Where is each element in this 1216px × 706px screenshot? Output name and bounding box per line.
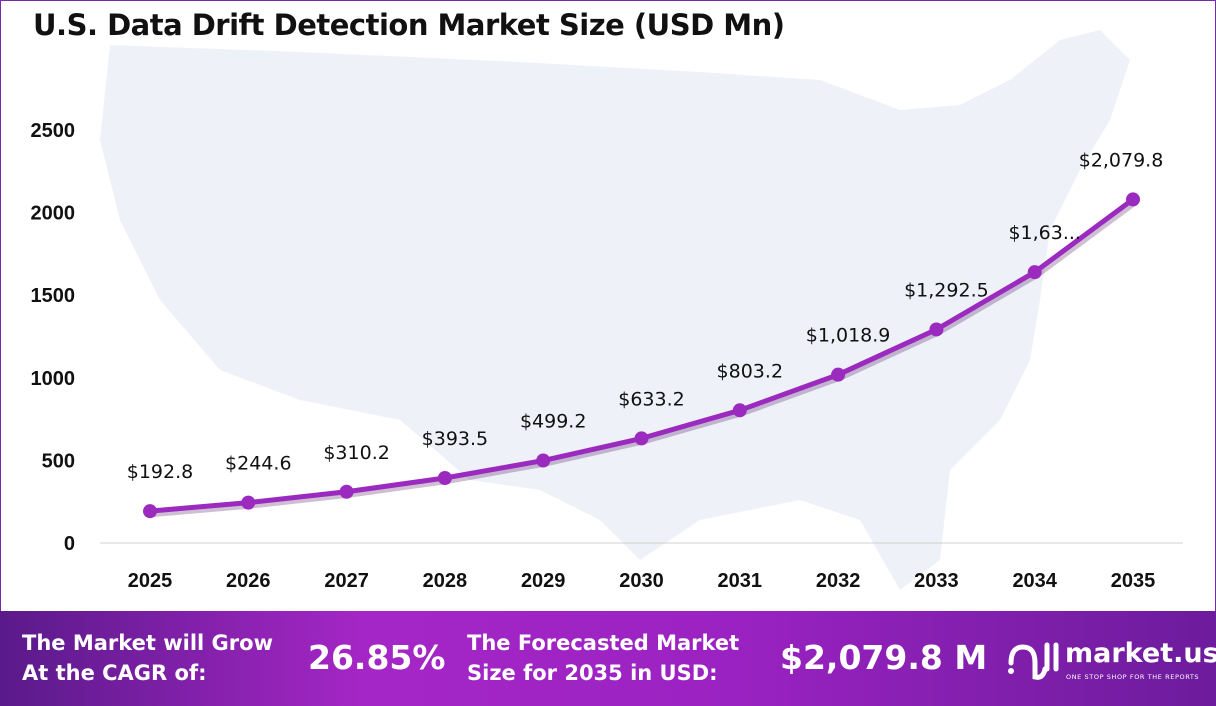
x-tick-label: 2029 <box>521 570 566 592</box>
data-label: $1,63... <box>1008 222 1081 244</box>
data-label: $1,018.9 <box>806 325 891 347</box>
forecast-label-line1: The Forecasted Market <box>467 631 740 655</box>
data-label: $393.5 <box>422 428 488 450</box>
x-tick-label: 2031 <box>718 570 763 592</box>
data-label: $310.2 <box>323 442 389 464</box>
data-point <box>831 367 846 382</box>
cagr-label-line2: At the CAGR of: <box>22 661 207 685</box>
chart-title: U.S. Data Drift Detection Market Size (U… <box>33 8 785 42</box>
data-label: $192.8 <box>127 461 193 483</box>
data-point <box>1126 192 1140 207</box>
x-tick-label: 2035 <box>1111 570 1156 592</box>
data-point <box>1027 265 1042 280</box>
data-point <box>143 504 157 519</box>
y-tick-label: 1000 <box>31 368 76 390</box>
x-tick-label: 2026 <box>226 570 271 592</box>
y-tick-label: 500 <box>42 450 75 472</box>
y-tick-label: 0 <box>64 533 75 555</box>
cagr-label-line1: The Market will Grow <box>22 631 273 655</box>
data-label: $1,292.5 <box>904 279 989 301</box>
data-label: $499.2 <box>520 411 586 433</box>
data-point <box>241 495 256 510</box>
data-label: $633.2 <box>618 388 684 410</box>
cagr-label: The Market will Grow At the CAGR of: <box>22 628 273 688</box>
x-tick-label: 2034 <box>1012 570 1057 592</box>
footer-banner: The Market will Grow At the CAGR of: 26.… <box>0 611 1216 706</box>
data-point <box>437 470 452 485</box>
line-chart: 0 500 1000 1500 2000 2500 2025 2026 2027 2028 2029… <box>31 30 1183 592</box>
market-us-logo-icon <box>1008 642 1059 680</box>
data-point <box>536 453 551 468</box>
x-tick-label: 2027 <box>324 570 369 592</box>
data-point <box>929 322 944 337</box>
forecast-label-line2: Size for 2035 in USD: <box>467 661 718 685</box>
data-point <box>339 484 354 499</box>
x-tick-label: 2028 <box>423 570 468 592</box>
data-point <box>732 403 747 418</box>
data-point <box>634 431 649 446</box>
forecast-value: $2,079.8 M <box>780 638 988 677</box>
forecast-label: The Forecasted Market Size for 2035 in U… <box>467 628 739 688</box>
x-tick-label: 2030 <box>619 570 664 592</box>
y-tick-label: 2000 <box>31 203 76 225</box>
cagr-value: 26.85% <box>308 638 446 677</box>
y-tick-label: 2500 <box>31 120 76 142</box>
x-tick-label: 2025 <box>128 570 173 592</box>
data-label: $803.2 <box>717 360 783 382</box>
data-label: $244.6 <box>225 453 291 475</box>
x-tick-label: 2033 <box>914 570 959 592</box>
us-map-background <box>100 30 1130 590</box>
data-label: $2,079.8 <box>1079 149 1164 171</box>
logo-tagline: ONE STOP SHOP FOR THE REPORTS <box>1066 673 1200 681</box>
logo-name: market.us <box>1065 638 1216 669</box>
x-tick-label: 2032 <box>816 570 861 592</box>
y-tick-label: 1500 <box>31 285 76 307</box>
